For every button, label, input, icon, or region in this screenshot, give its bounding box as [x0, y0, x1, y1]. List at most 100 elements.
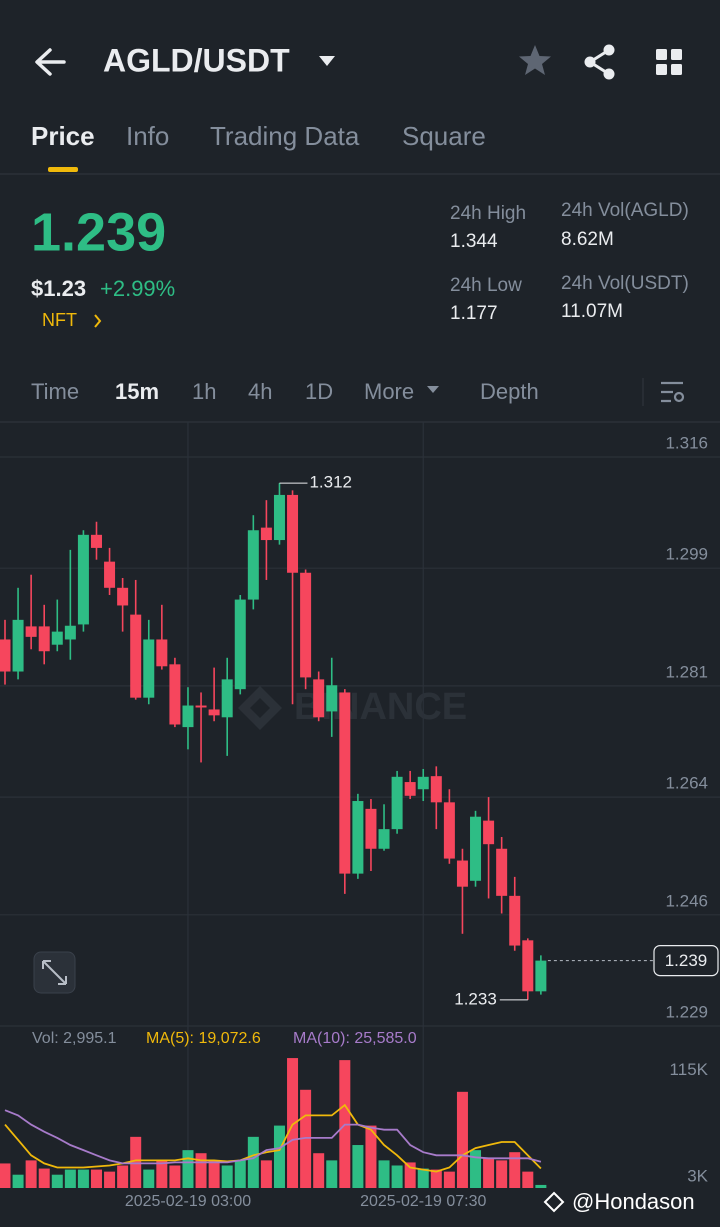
- y-tick-label: 3K: [687, 1166, 708, 1185]
- interval[interactable]: 4h: [248, 379, 272, 404]
- y-tick-label: 115K: [670, 1060, 709, 1079]
- volume-bar: [130, 1136, 142, 1188]
- fullscreen-icon[interactable]: [42, 960, 67, 985]
- volume-bar: [260, 1160, 272, 1188]
- tab[interactable]: Trading Data: [210, 121, 360, 151]
- back-button[interactable]: [35, 48, 66, 76]
- ma-line: [4, 1109, 542, 1165]
- interval[interactable]: Depth: [480, 379, 539, 404]
- volume-bar: [38, 1168, 50, 1188]
- last-price-label: 1.239: [665, 951, 708, 970]
- volume-bar: [483, 1158, 495, 1188]
- stat-value: 1.344: [450, 231, 498, 252]
- price-change: +2.99%: [100, 276, 175, 301]
- volume-bar: [352, 1145, 364, 1188]
- last-price: 1.239: [31, 202, 166, 262]
- candle-body: [509, 895, 521, 946]
- interval[interactable]: More: [364, 379, 414, 404]
- candle-body: [117, 587, 129, 606]
- interval-dropdown[interactable]: [427, 386, 439, 393]
- volume-bar: [195, 1153, 207, 1188]
- volume-bar: [64, 1169, 76, 1188]
- candle-body: [156, 639, 168, 667]
- candle-body: [64, 625, 76, 640]
- candle-body: [443, 802, 455, 859]
- favorite-icon[interactable]: [519, 45, 551, 75]
- volume-bar: [470, 1150, 482, 1188]
- interval[interactable]: 15m: [115, 379, 159, 404]
- volume-bar: [417, 1168, 429, 1188]
- volume-bar: [90, 1169, 102, 1188]
- candle-body: [378, 829, 390, 849]
- candle-body: [260, 527, 272, 541]
- volume-bar: [221, 1165, 233, 1188]
- candle-body: [522, 940, 534, 992]
- volume-bar: [287, 1058, 299, 1188]
- y-tick-label: 1.229: [665, 1002, 708, 1021]
- volume-bar: [522, 1171, 534, 1188]
- y-tick-label: 1.316: [665, 433, 708, 452]
- candle-body: [352, 801, 364, 874]
- candle-body: [430, 776, 442, 803]
- candle-body: [273, 494, 285, 541]
- share-icon[interactable]: [584, 44, 615, 80]
- candle-body: [182, 705, 194, 728]
- stat-label: 24h Vol(USDT): [561, 273, 689, 294]
- tab[interactable]: Price: [31, 121, 95, 151]
- interval[interactable]: Time: [31, 379, 79, 404]
- stat-value: 1.177: [450, 303, 498, 324]
- candle-body: [300, 572, 312, 678]
- tag-chevron[interactable]: [94, 314, 102, 328]
- stat-value: 11.07M: [561, 301, 623, 322]
- credit: @Hondason: [543, 1189, 695, 1214]
- volume-bar: [326, 1160, 338, 1188]
- legend-entry: MA(10): 25,585.0: [293, 1030, 417, 1047]
- volume-bar: [273, 1125, 285, 1188]
- stat-label: 24h Low: [450, 275, 522, 296]
- volume-bar: [456, 1091, 468, 1188]
- volume-bar: [365, 1125, 377, 1188]
- candle-body: [195, 705, 207, 708]
- volume-bar: [234, 1160, 246, 1188]
- tag[interactable]: NFT: [42, 310, 77, 330]
- interval[interactable]: 1D: [305, 379, 333, 404]
- candle-body: [326, 685, 338, 712]
- tab[interactable]: Square: [402, 121, 486, 151]
- candle-body: [51, 631, 63, 645]
- stat-value: 8.62M: [561, 229, 614, 250]
- layout-icon[interactable]: [656, 49, 682, 75]
- candle-body: [143, 639, 155, 698]
- candle-body: [456, 860, 468, 887]
- candle-body: [404, 782, 416, 796]
- candle-body: [313, 679, 325, 718]
- y-tick-label: 1.281: [665, 662, 708, 681]
- chart-settings-icon[interactable]: [661, 381, 685, 403]
- annotation: 1.233: [454, 989, 497, 1008]
- credit-text: @Hondason: [572, 1189, 695, 1214]
- volume-bar: [182, 1150, 194, 1188]
- volume-bar: [300, 1089, 312, 1188]
- stat-label: 24h High: [450, 203, 526, 224]
- volume-bar: [313, 1153, 325, 1188]
- volume-bar: [25, 1160, 37, 1188]
- legend-entry: MA(5): 19,072.6: [146, 1030, 261, 1047]
- volume-bar: [12, 1174, 24, 1188]
- y-tick-label: 1.246: [665, 891, 708, 910]
- pair-dropdown[interactable]: [319, 56, 335, 66]
- candle-body: [234, 599, 246, 690]
- candle-body: [470, 816, 482, 881]
- y-tick-label: 1.299: [665, 545, 708, 564]
- volume-bar: [443, 1171, 455, 1188]
- volume-bar: [104, 1171, 116, 1188]
- candle-body: [90, 534, 102, 548]
- ma-line: [4, 1103, 542, 1173]
- stat-label: 24h Vol(AGLD): [561, 200, 689, 221]
- tab[interactable]: Info: [126, 121, 169, 151]
- volume-bar: [51, 1174, 63, 1188]
- pair-title[interactable]: AGLD/USDT: [103, 42, 290, 78]
- legend-entry: Vol: 2,995.1: [32, 1030, 117, 1047]
- interval[interactable]: 1h: [192, 379, 216, 404]
- volume-bar: [391, 1165, 403, 1188]
- volume-bar: [117, 1165, 129, 1188]
